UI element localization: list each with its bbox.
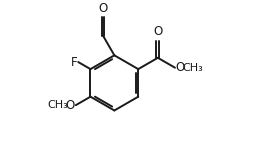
Text: CH₃: CH₃: [182, 63, 203, 73]
Text: O: O: [66, 99, 75, 112]
Text: O: O: [153, 25, 162, 38]
Text: O: O: [98, 2, 108, 15]
Text: CH₃: CH₃: [48, 100, 68, 110]
Text: O: O: [176, 61, 185, 74]
Text: F: F: [70, 55, 77, 69]
